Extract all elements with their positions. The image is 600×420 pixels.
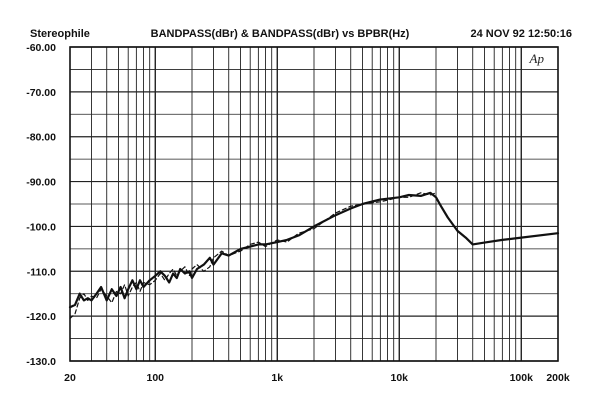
- x-tick-label: 20: [64, 372, 76, 384]
- y-tick-label: -130.0: [26, 356, 56, 368]
- header-timestamp: 24 NOV 92 12:50:16: [470, 28, 572, 40]
- header-left-label: Stereophile: [30, 28, 90, 40]
- series-line-2-dashed: [69, 192, 437, 319]
- y-tick-label: -100.0: [26, 221, 56, 233]
- y-tick-label: -110.0: [27, 266, 56, 278]
- x-tick-label: 100: [147, 372, 165, 384]
- y-tick-label: -80.00: [26, 132, 56, 144]
- grid: [70, 46, 558, 362]
- y-tick-label: -120.0: [26, 311, 56, 323]
- x-tick-label: 10k: [391, 372, 409, 384]
- tick-labels: -60.00 -70.00 -80.00 -90.00 -100.0 -110.0 -120…: [26, 42, 570, 384]
- x-tick-label: 200k: [546, 372, 570, 384]
- chart-title: BANDPASS(dBr) & BANDPASS(dBr) vs BPBR(Hz…: [151, 28, 410, 40]
- x-tick-label: 100k: [510, 372, 534, 384]
- x-tick-label: 1k: [271, 372, 283, 384]
- plot-frame: [69, 46, 559, 362]
- y-tick-label: -90.00: [26, 177, 56, 189]
- y-tick-label: -70.00: [26, 87, 56, 99]
- series-group: [68, 191, 560, 319]
- series-line-1-solid: [68, 191, 560, 309]
- y-tick-label: -60.00: [26, 42, 56, 54]
- ap-annotation: Ap: [529, 51, 545, 66]
